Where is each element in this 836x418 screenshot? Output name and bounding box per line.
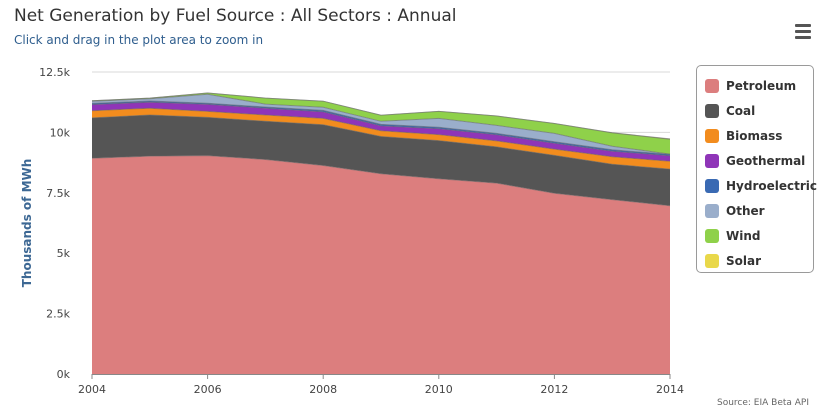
series-line-petroleum: [91, 155, 671, 207]
y-tick-label: 5k: [57, 247, 71, 260]
legend-swatch-solar: [705, 253, 719, 268]
legend-item-coal[interactable]: Coal: [705, 98, 813, 123]
legend-label-solar: Solar: [726, 253, 762, 268]
legend-swatch-biomass: [705, 128, 719, 143]
series-line-hydroelectric: [91, 100, 671, 155]
legend-item-other[interactable]: Other: [705, 198, 813, 223]
chart-title: Net Generation by Fuel Source : All Sect…: [14, 6, 457, 26]
legend-item-biomass[interactable]: Biomass: [705, 123, 813, 148]
y-tick-label: 12.5k: [39, 66, 70, 79]
series-line-coal: [91, 114, 671, 170]
area-hydroelectric: [92, 101, 670, 156]
zoom-hint: Click and drag in the plot area to zoom …: [14, 33, 264, 47]
area-biomass: [92, 108, 670, 170]
legend-label-hydroelectric: Hydroelectric: [726, 178, 818, 193]
x-tick-label: 2004: [78, 383, 106, 396]
y-tick-label: 0k: [57, 368, 71, 381]
series-line-biomass: [91, 107, 671, 162]
legend-swatch-other: [705, 203, 719, 218]
y-axis-title: Thousands of MWh: [20, 159, 34, 288]
y-tick-label: 7.5k: [46, 187, 70, 200]
area-petroleum: [92, 155, 670, 374]
legend-label-biomass: Biomass: [726, 128, 783, 143]
y-tick-label: 10k: [50, 126, 71, 139]
area-coal: [92, 115, 670, 206]
x-tick-label: 2006: [194, 383, 222, 396]
legend-label-coal: Coal: [726, 103, 756, 118]
legend: Petroleum Coal Biomass Geothermal Hydroelect…: [696, 65, 817, 273]
series-line-wind: [91, 92, 671, 140]
x-tick-label: 2010: [425, 383, 453, 396]
legend-swatch-wind: [705, 228, 719, 243]
legend-item-hydroelectric[interactable]: Hydroelectric: [705, 173, 817, 198]
legend-item-wind[interactable]: Wind: [705, 223, 813, 248]
legend-item-solar[interactable]: Solar: [705, 248, 813, 273]
legend-swatch-hydroelectric: [705, 178, 719, 193]
series-line-geothermal: [91, 101, 671, 157]
y-tick-label: 2.5k: [46, 308, 70, 321]
legend-label-geothermal: Geothermal: [726, 153, 806, 168]
legend-swatch-petroleum: [705, 78, 719, 93]
legend-label-petroleum: Petroleum: [726, 78, 797, 93]
x-tick-label: 2008: [309, 383, 337, 396]
series-line-other: [91, 93, 671, 155]
legend-label-wind: Wind: [726, 228, 761, 243]
source-credit: Source: EIA Beta API: [717, 398, 810, 408]
legend-item-geothermal[interactable]: Geothermal: [705, 148, 813, 173]
x-tick-label: 2012: [540, 383, 568, 396]
legend-label-other: Other: [726, 203, 765, 218]
x-tick-label: 2014: [656, 383, 684, 396]
legend-item-petroleum[interactable]: Petroleum: [705, 73, 813, 98]
legend-swatch-coal: [705, 103, 719, 118]
menu-icon[interactable]: [790, 20, 816, 42]
legend-swatch-geothermal: [705, 153, 719, 168]
